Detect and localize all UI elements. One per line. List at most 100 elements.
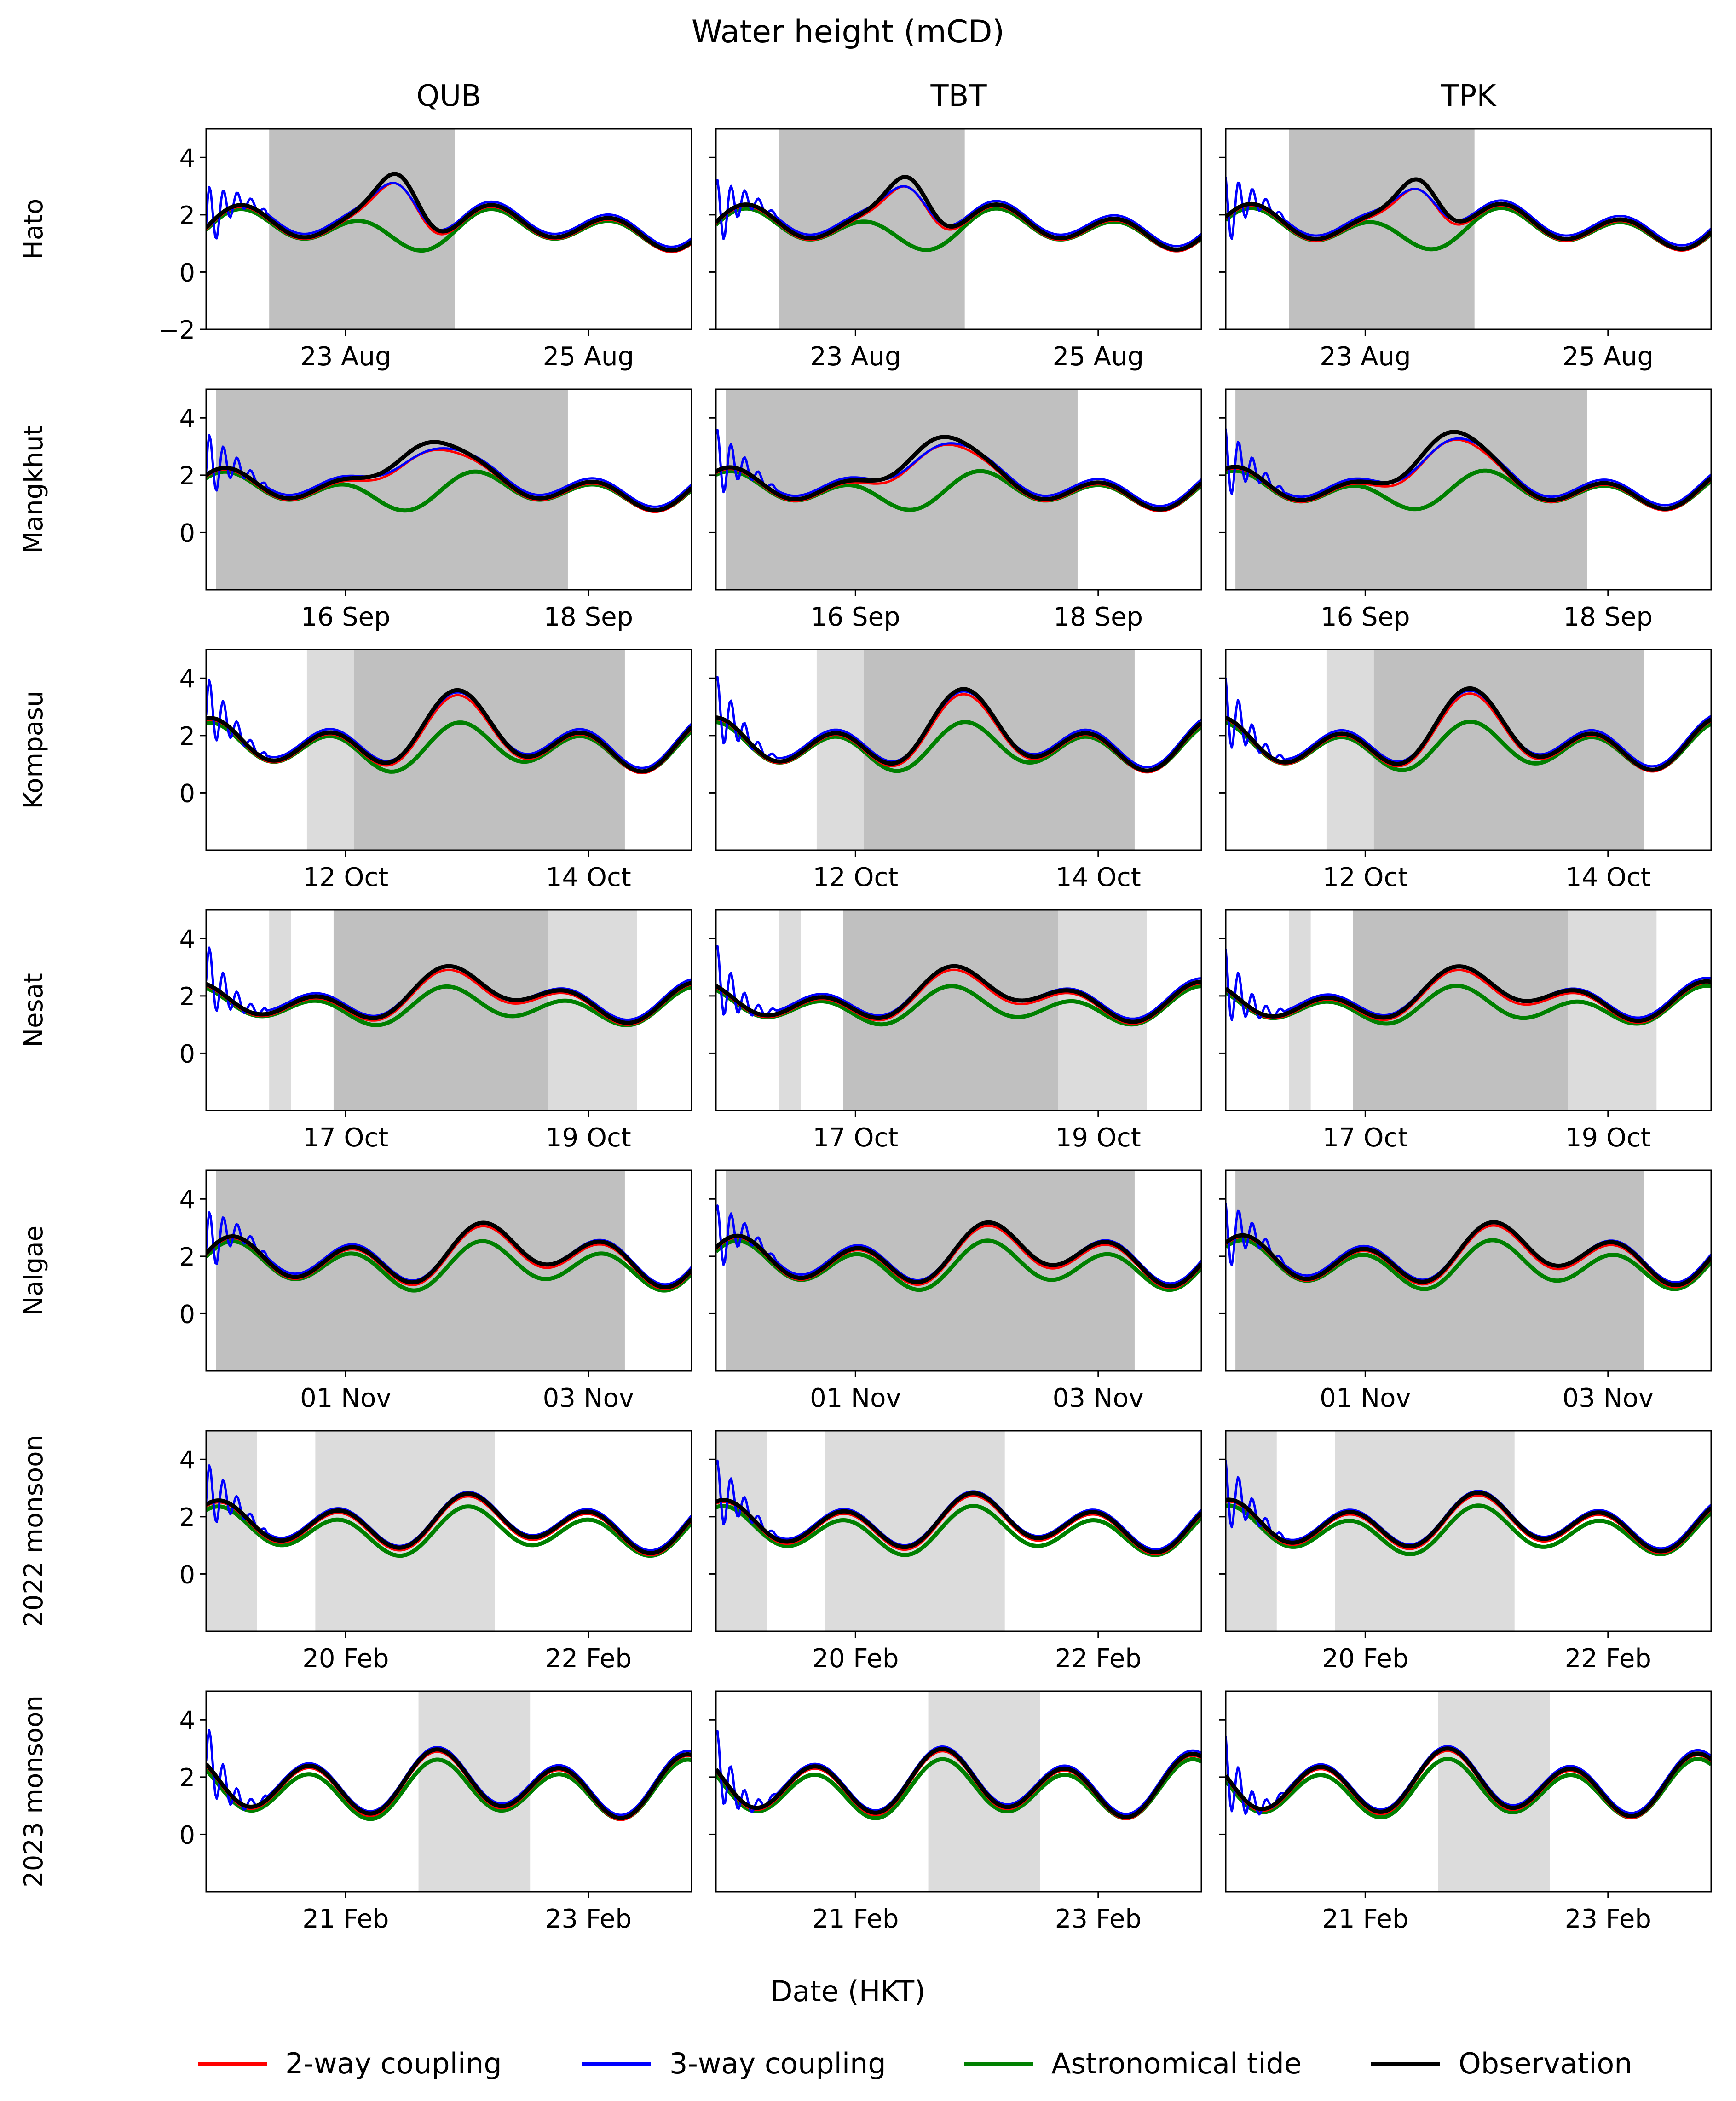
x-tick-label: 25 Aug [1563, 342, 1654, 372]
x-tick-label: 23 Feb [545, 1904, 632, 1934]
legend-item-two_way: 2-way coupling [198, 2047, 502, 2080]
series-line-astro [206, 1504, 692, 1558]
shaded-period [1353, 910, 1568, 1111]
panel-frame [715, 1690, 1202, 1893]
series-line-three_way [206, 182, 692, 248]
series-line-obs [716, 964, 1201, 1024]
panel-5-0: 0 2 4 20 Feb 22 Feb [179, 1430, 692, 1674]
panel-frame [205, 1690, 692, 1893]
shaded-period [315, 1431, 495, 1631]
y-tick-label: 2 [179, 1503, 195, 1532]
x-tick-label: 20 Feb [812, 1644, 899, 1674]
x-tick-label: 20 Feb [1322, 1644, 1408, 1674]
y-tick-label: 0 [179, 258, 195, 287]
panel-frame [715, 649, 1202, 851]
panel-frame [715, 909, 1202, 1111]
panel-frame [715, 388, 1202, 591]
y-tick-label: 4 [179, 1706, 195, 1735]
column-title: QUB [416, 79, 481, 113]
panel-frame [205, 128, 692, 330]
panel-frame [205, 1430, 692, 1632]
x-tick-label: 18 Sep [544, 602, 634, 632]
legend-label: Observation [1459, 2047, 1632, 2080]
panel-2-0: 0 2 4 12 Oct 14 Oct [179, 649, 692, 892]
x-tick-label: 23 Aug [300, 342, 391, 372]
series-line-obs [1226, 177, 1711, 251]
series-line-three_way [206, 434, 692, 508]
series-line-obs [716, 687, 1201, 773]
legend-item-astro: Astronomical tide [964, 2047, 1302, 2080]
series-line-obs [206, 440, 692, 512]
panel-6-0: 0 2 4 21 Feb 23 Feb [179, 1690, 692, 1934]
series-line-obs [1226, 964, 1711, 1023]
x-tick-label: 21 Feb [812, 1904, 899, 1934]
y-tick-label: 2 [179, 722, 195, 751]
panel-3-1: 17 Oct 19 Oct [709, 909, 1202, 1153]
series-line-three_way [1226, 428, 1711, 507]
panel-frame [715, 128, 1202, 330]
panel-1-2: 16 Sep 18 Sep [1219, 388, 1712, 632]
series-line-obs [716, 175, 1201, 252]
x-tick-label: 16 Sep [301, 602, 391, 632]
x-tick-label: 25 Aug [1053, 342, 1144, 372]
panel-frame [205, 388, 692, 591]
row-label: 2023 monsoon [19, 1695, 49, 1888]
panel-0-2: 23 Aug 25 Aug [1219, 128, 1712, 372]
y-tick-label: 4 [179, 404, 195, 433]
x-tick-label: 19 Oct [1055, 1123, 1141, 1153]
x-tick-label: 18 Sep [1563, 602, 1653, 632]
panel-3-0: 0 2 4 17 Oct 19 Oct [179, 909, 692, 1153]
x-tick-label: 01 Nov [1320, 1383, 1411, 1413]
y-tick-label: −2 [158, 316, 195, 345]
row-label: Nalgae [19, 1226, 49, 1316]
panel-4-0: 0 2 4 01 Nov 03 Nov [179, 1169, 692, 1413]
series-line-obs [716, 1220, 1201, 1289]
y-tick-label: 4 [179, 1185, 195, 1214]
shaded-period [726, 1170, 1135, 1371]
panel-2-1: 12 Oct 14 Oct [709, 649, 1202, 892]
series-line-obs [1226, 686, 1711, 772]
figure-title: Water height (mCD) [692, 14, 1004, 50]
legend: 2-way coupling 3-way coupling Astronomical… [198, 2047, 1632, 2080]
panel-frame [205, 649, 692, 851]
series-line-obs [1226, 1491, 1711, 1554]
shaded-period [306, 650, 354, 850]
y-tick-label: 0 [179, 1039, 195, 1068]
x-tick-label: 23 Feb [1055, 1904, 1142, 1934]
series-line-obs [206, 172, 692, 253]
panel-1-1: 16 Sep 18 Sep [709, 388, 1202, 632]
x-tick-label: 25 Aug [543, 342, 634, 372]
legend-item-three_way: 3-way coupling [582, 2047, 886, 2080]
x-tick-label: 21 Feb [1322, 1904, 1408, 1934]
series-line-three_way [1226, 678, 1711, 768]
row-label: Hato [19, 199, 49, 260]
y-tick-label: 4 [179, 1445, 195, 1474]
y-tick-label: 2 [179, 1763, 195, 1792]
x-tick-label: 14 Oct [1565, 863, 1651, 892]
series-line-obs [206, 964, 692, 1025]
y-tick-label: 2 [179, 1243, 195, 1272]
x-tick-label: 19 Oct [546, 1123, 631, 1153]
legend-item-obs: Observation [1371, 2047, 1632, 2080]
y-tick-label: 4 [179, 664, 195, 693]
shaded-period [206, 1431, 257, 1631]
y-tick-label: 4 [179, 144, 195, 173]
y-tick-label: 0 [179, 518, 195, 547]
column-title: TBT [930, 79, 987, 113]
x-tick-label: 23 Aug [1320, 342, 1411, 372]
series-line-three_way [1226, 177, 1711, 247]
series-line-three_way [716, 179, 1201, 248]
x-tick-label: 19 Oct [1565, 1123, 1651, 1153]
shaded-period [843, 910, 1058, 1111]
column-title: TPK [1441, 79, 1497, 113]
row-label: Mangkhut [19, 425, 49, 553]
x-tick-label: 03 Nov [543, 1383, 634, 1413]
shaded-period [333, 910, 548, 1111]
shaded-period [1289, 129, 1475, 329]
legend-label: 2-way coupling [285, 2047, 502, 2080]
x-tick-label: 12 Oct [813, 863, 898, 892]
x-tick-label: 17 Oct [1322, 1123, 1408, 1153]
y-tick-label: 4 [179, 925, 195, 954]
shaded-period [825, 1431, 1005, 1631]
